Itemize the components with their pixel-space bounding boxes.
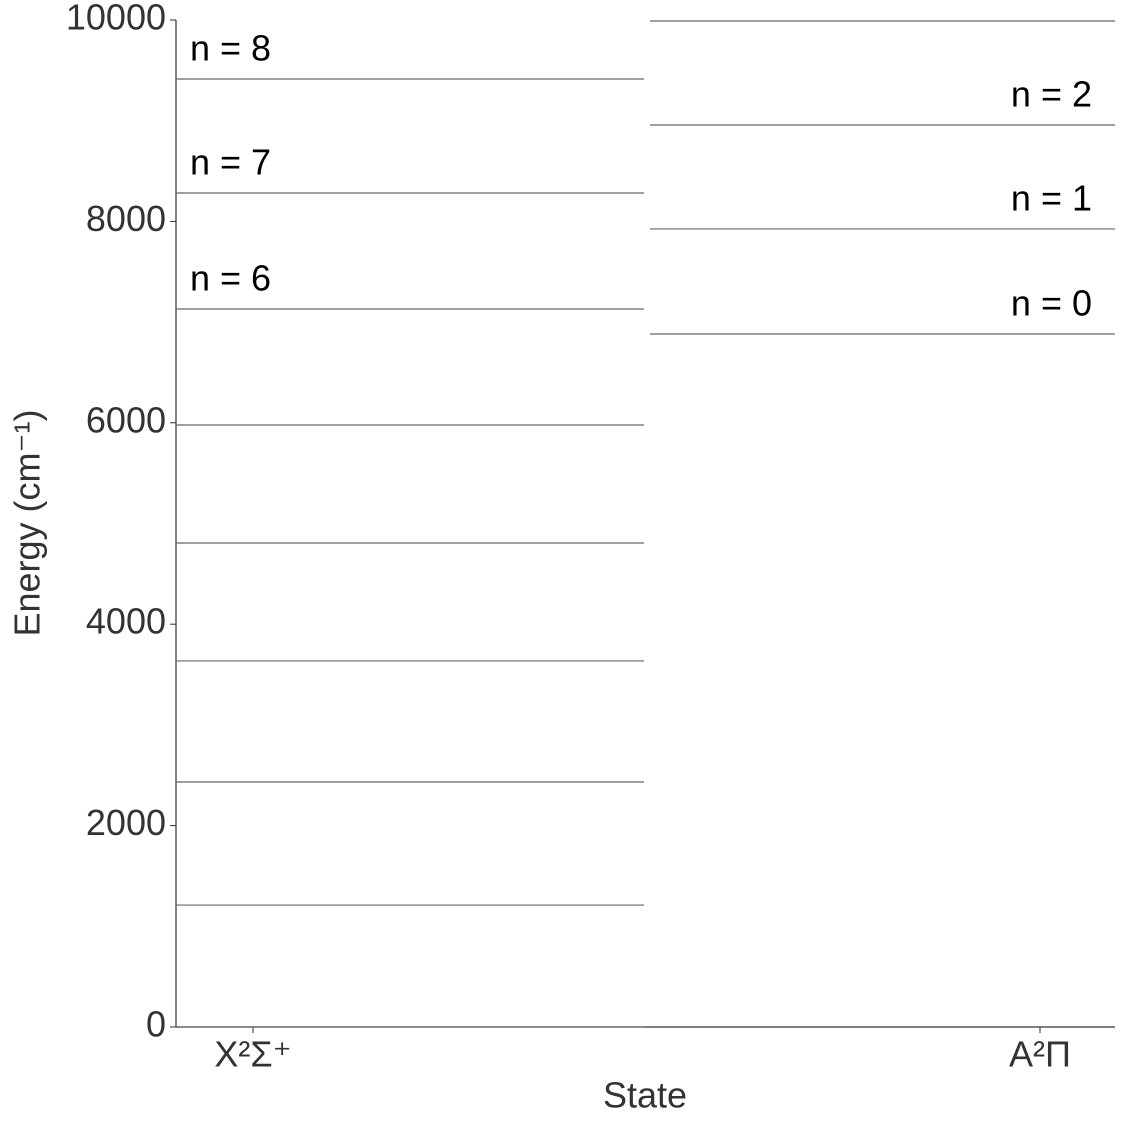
y-tick-label: 10000 (66, 0, 166, 38)
y-tick-label: 2000 (86, 802, 166, 843)
level-label: n = 0 (1011, 282, 1092, 323)
y-tick-label: 0 (146, 1004, 166, 1045)
level-label: n = 7 (190, 142, 271, 183)
x-tick-label: A²Π (1009, 1034, 1071, 1075)
y-tick-label: 4000 (86, 601, 166, 642)
level-label: n = 2 (1011, 74, 1092, 115)
x-axis-title: State (603, 1075, 687, 1116)
y-tick-label: 6000 (86, 399, 166, 440)
level-label: n = 6 (190, 258, 271, 299)
level-label: n = 8 (190, 28, 271, 69)
x-tick-label: X²Σ⁺ (214, 1034, 291, 1075)
level-label: n = 1 (1011, 177, 1092, 218)
y-tick-label: 8000 (86, 198, 166, 239)
y-axis-title: Energy (cm⁻¹) (7, 409, 48, 636)
